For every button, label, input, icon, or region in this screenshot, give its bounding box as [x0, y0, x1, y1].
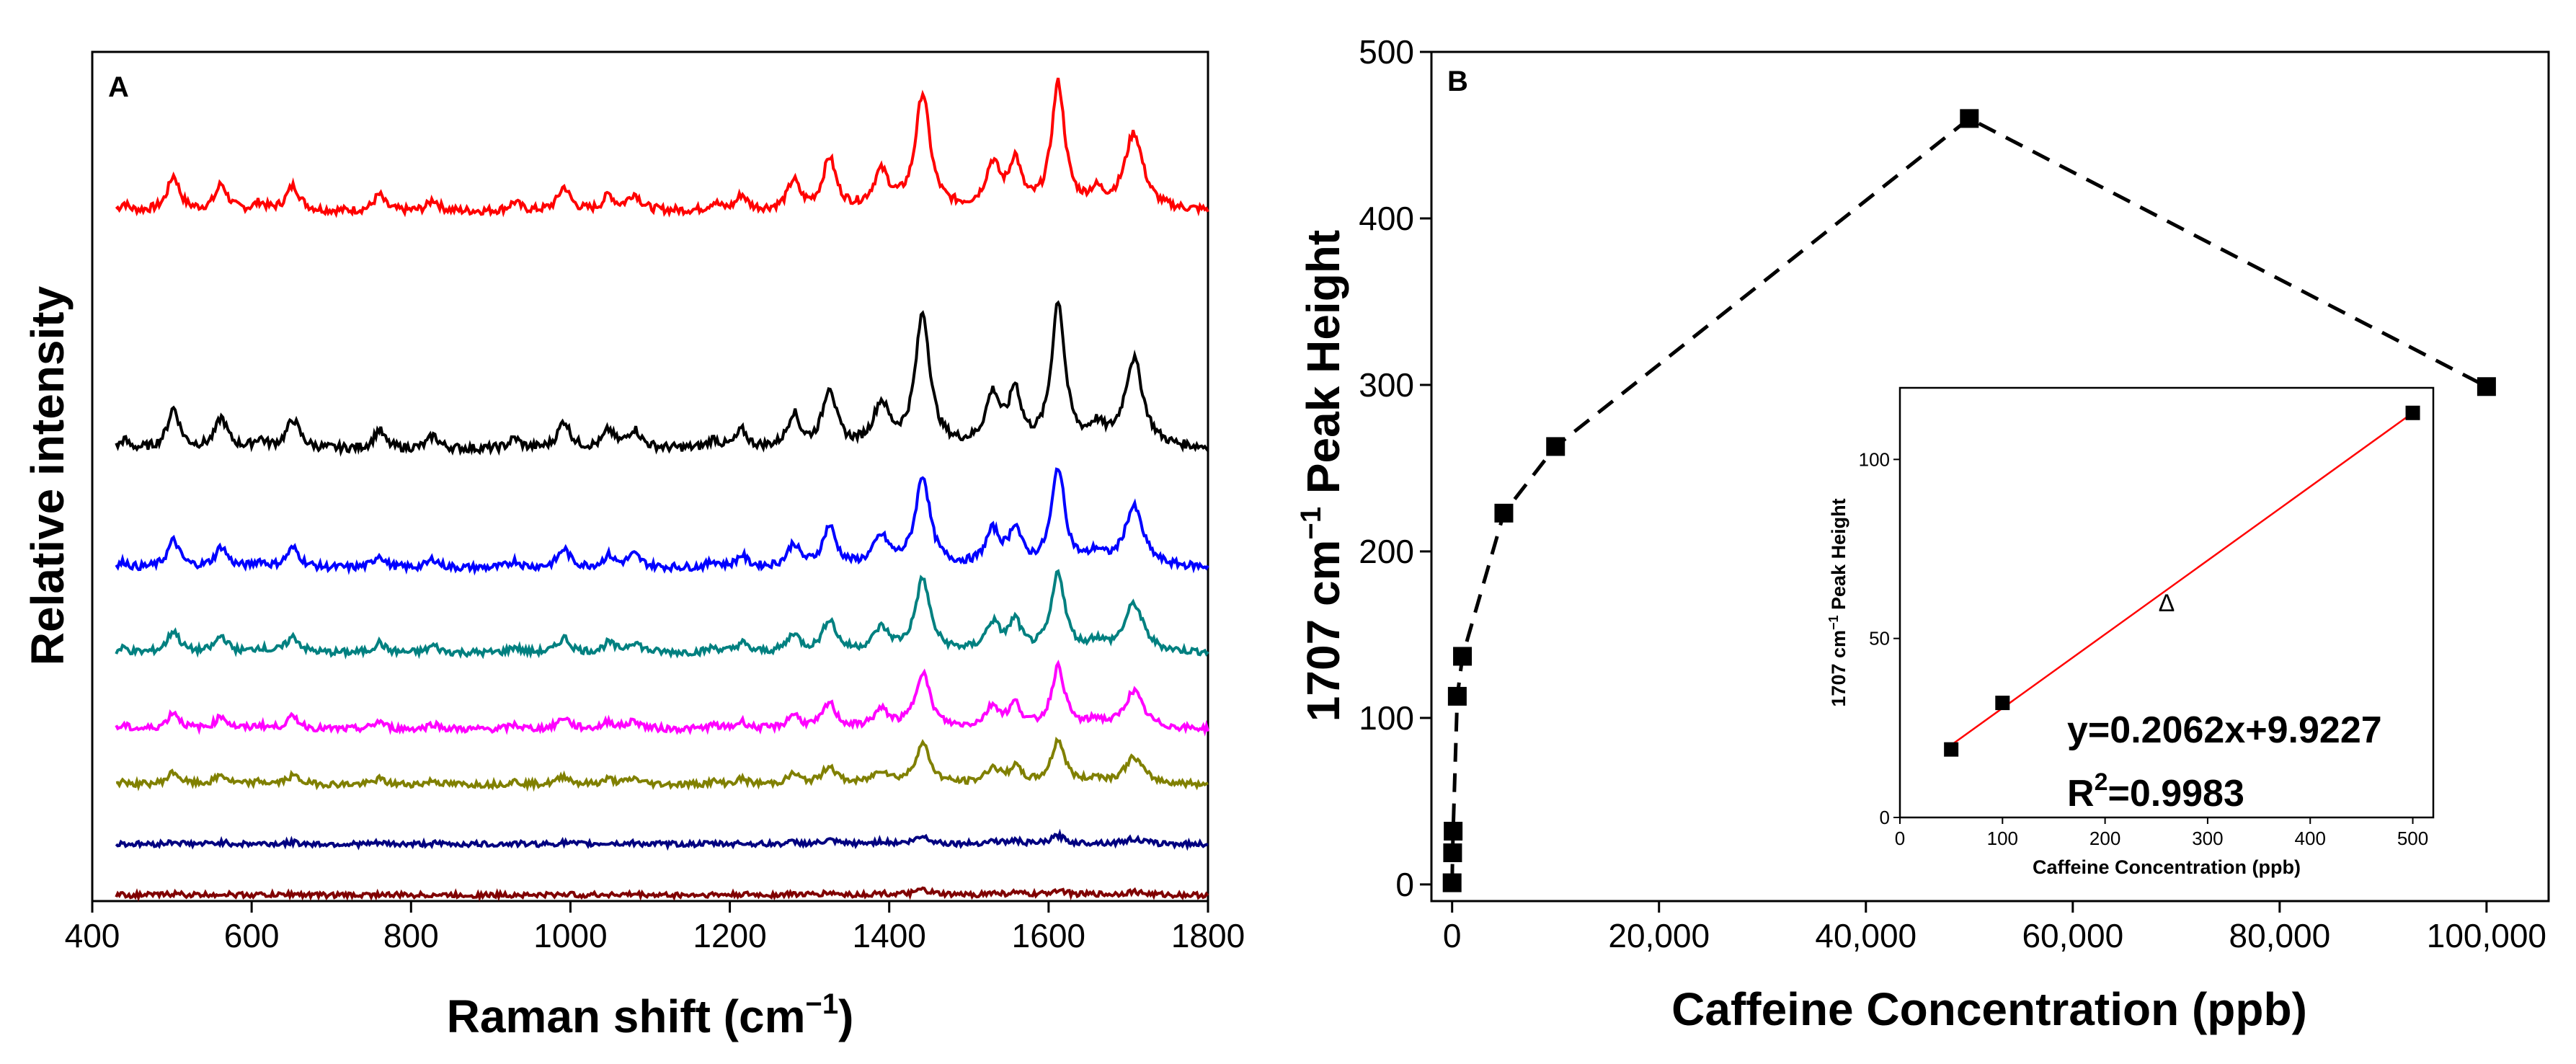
- panel-b-point: [1444, 821, 1463, 841]
- panel-b-x-tick-label: 40,000: [1815, 917, 1917, 954]
- spectrum-line-1: [115, 77, 1209, 218]
- inset-point: [1995, 696, 2010, 711]
- panel-a-x-axis-label-main: Raman shift (cm: [447, 990, 806, 1042]
- panel-b-y-axis-label-post: Peak Height: [1297, 230, 1349, 507]
- panel-a-x-axis-label: Raman shift (cm−1): [447, 988, 854, 1042]
- panel-b-x-tick-label: 60,000: [2022, 917, 2123, 954]
- panel-b-x-tick-label: 20,000: [1608, 917, 1710, 954]
- panel-b-point: [1447, 686, 1467, 706]
- spectrum-line-5: [115, 659, 1209, 737]
- inset-points: [1944, 405, 2420, 757]
- panel-a-y-axis-label: Relative intensity: [22, 285, 74, 665]
- panel-b-frame: [1430, 50, 2550, 903]
- inset-x-tick-label: 500: [2397, 828, 2428, 849]
- panel-b-point: [1442, 873, 1462, 892]
- inset-r-squared-post: =0.9983: [2108, 773, 2244, 815]
- spectrum-line-3: [115, 467, 1209, 576]
- inset-x-tick-label: 300: [2192, 828, 2223, 849]
- panel-b-y-tick-label: 400: [1359, 200, 1414, 237]
- panel-b-y-axis-label-pre: 1707 cm: [1297, 540, 1349, 722]
- inset-delta-marker: Δ: [2159, 590, 2175, 617]
- inset-x-ticks: 0 100 200 300 400 500: [1895, 817, 2428, 849]
- panel-a-x-tick-label: 1200: [693, 917, 766, 954]
- inset-fit-line: [1950, 412, 2414, 746]
- panel-b: B 0 20,000 40,000 60,000 80,000 100,000 0 100 2…: [1295, 33, 2550, 1035]
- panel-b-label: B: [1447, 66, 1468, 97]
- inset-x-tick-label: 400: [2295, 828, 2326, 849]
- panel-b-point: [1443, 843, 1462, 863]
- panel-b-inset: 0 100 200 300 400 500 0 50 100 Δ Caffeine Conce…: [1826, 386, 2435, 878]
- panel-a-x-ticks: 400 600 800 1000 1200 1400 1600 1800: [65, 901, 1245, 954]
- inset-y-tick-label: 0: [1880, 807, 1890, 828]
- inset-r-squared: R2=0.9983: [2067, 768, 2244, 815]
- panel-a-x-tick-label: 400: [65, 917, 120, 954]
- panel-b-y-tick-label: 500: [1359, 33, 1414, 71]
- panel-b-y-axis-label: 1707 cm−1 Peak Height: [1295, 230, 1349, 722]
- inset-frame: [1898, 386, 2435, 819]
- inset-y-axis-label-sup: −1: [1826, 615, 1841, 630]
- panel-a-spectra: [115, 77, 1209, 903]
- panel-a-label: A: [108, 71, 129, 103]
- panel-a-x-axis-label-sup: −1: [805, 988, 838, 1020]
- panel-a-x-tick-label: 600: [224, 917, 280, 954]
- inset-y-axis-label-pre: 1707 cm: [1828, 630, 1849, 707]
- inset-y-axis-label-post: Peak Height: [1828, 498, 1849, 615]
- panel-b-points: [1442, 109, 2496, 892]
- inset-r-squared-pre: R: [2067, 773, 2095, 815]
- inset-y-axis-label: 1707 cm−1 Peak Height: [1826, 498, 1849, 706]
- spectrum-line-6: [115, 736, 1209, 792]
- panel-b-y-tick-label: 0: [1395, 866, 1414, 903]
- inset-x-tick-label: 200: [2089, 828, 2120, 849]
- spectrum-line-4: [115, 569, 1209, 660]
- panel-a-frame: [91, 50, 1209, 903]
- panel-b-y-tick-label: 300: [1359, 366, 1414, 404]
- inset-x-tick-label: 0: [1895, 828, 1905, 849]
- inset-x-tick-label: 100: [1987, 828, 2018, 849]
- panel-a-x-tick-label: 1600: [1012, 917, 1085, 954]
- inset-equation: y=0.2062x+9.9227: [2067, 709, 2382, 751]
- panel-b-y-tick-label: 200: [1359, 533, 1414, 570]
- inset-point: [1944, 742, 1959, 757]
- panel-b-x-ticks: 0 20,000 40,000 60,000 80,000 100,000: [1443, 901, 2546, 954]
- panel-b-x-tick-label: 0: [1443, 917, 1462, 954]
- spectrum-line-8: [115, 886, 1209, 903]
- panel-b-y-tick-label: 100: [1359, 699, 1414, 737]
- inset-x-axis-label: Caffeine Concentration (ppb): [2033, 856, 2301, 878]
- panel-a: A 400 600 800 1000 1200 1400 1600 1800 Raman sh…: [22, 50, 1245, 1042]
- panel-a-x-tick-label: 1000: [533, 917, 607, 954]
- spectrum-line-7: [115, 828, 1209, 851]
- panel-a-x-tick-label: 1800: [1171, 917, 1245, 954]
- inset-point: [2405, 405, 2420, 420]
- panel-b-y-ticks: 0 100 200 300 400 500: [1359, 33, 1431, 903]
- panel-b-point: [1453, 647, 1473, 666]
- panel-a-x-tick-label: 800: [383, 917, 439, 954]
- inset-r-squared-sup: 2: [2095, 768, 2108, 796]
- panel-b-y-axis-label-sup: −1: [1295, 507, 1327, 540]
- panel-b-x-tick-label: 100,000: [2427, 917, 2546, 954]
- inset-y-tick-label: 50: [1869, 628, 1890, 650]
- panel-a-x-axis-label-close: ): [838, 990, 853, 1042]
- panel-b-x-axis-label: Caffeine Concentration (ppb): [1671, 983, 2307, 1035]
- panel-b-x-tick-label: 80,000: [2229, 917, 2331, 954]
- spectrum-line-2: [115, 300, 1209, 457]
- panel-a-x-tick-label: 1400: [853, 917, 926, 954]
- panel-b-point: [2477, 377, 2496, 396]
- inset-y-tick-label: 100: [1859, 448, 1890, 470]
- panel-b-point: [1546, 437, 1565, 456]
- panel-b-point: [1960, 109, 1979, 128]
- panel-b-point: [1494, 503, 1514, 523]
- inset-y-ticks: 0 50 100: [1859, 448, 1900, 828]
